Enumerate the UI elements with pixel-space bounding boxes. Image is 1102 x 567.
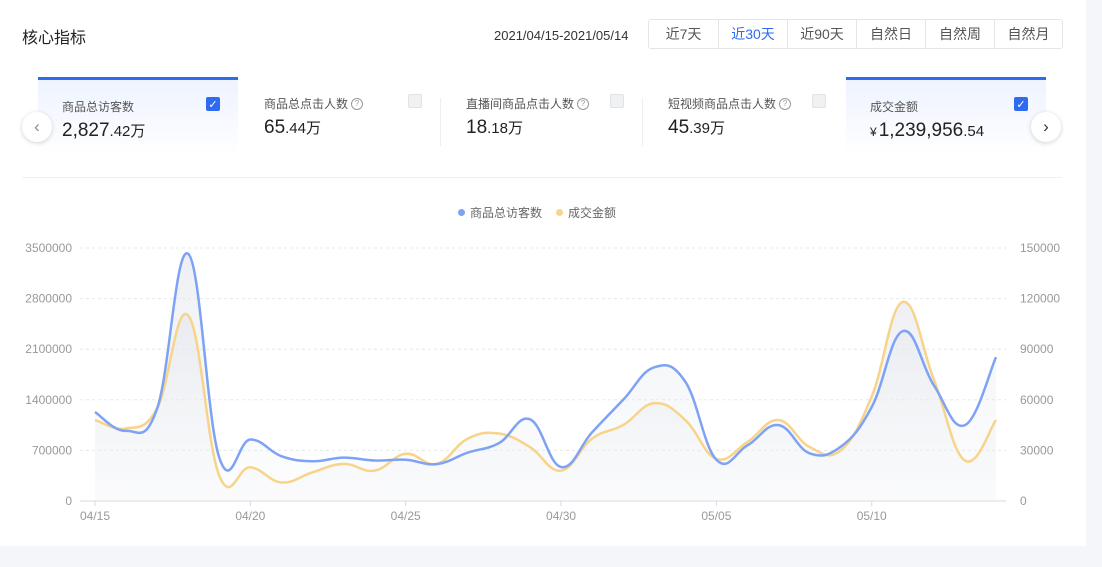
tab-last-7-days[interactable]: 近7天 (665, 26, 702, 42)
y-right-tick-label: 150000 (1020, 241, 1060, 255)
y-left-tick-label: 0 (65, 494, 72, 508)
tab-last-30-days[interactable]: 近30天 (718, 20, 787, 48)
y-left-tick-label: 700000 (32, 443, 72, 457)
metric-card-sales[interactable]: 成交金额 ¥1,239,956.54 ✓ (846, 77, 1046, 157)
legend-item-visitors[interactable]: 商品总访客数 (458, 204, 542, 221)
y-left-tick-label: 3500000 (25, 241, 72, 255)
metric-label: 商品总点击人数 (264, 97, 349, 111)
date-range-label: 2021/04/15-2021/05/14 (494, 28, 629, 43)
metric-value: ¥1,239,956.54 (870, 120, 985, 141)
series-line-sales (94, 300, 998, 489)
tab-natural-month[interactable]: 自然月 (994, 20, 1062, 48)
period-tabs: 近7天 近30天 近90天 自然日 自然周 自然月 (648, 19, 1063, 49)
metric-card-clicks[interactable]: 商品总点击人数? 65.44万 (240, 77, 440, 157)
chevron-right-icon[interactable]: › (1031, 112, 1061, 142)
y-right-tick-label: 90000 (1020, 342, 1054, 356)
divider (440, 98, 441, 146)
question-circle-icon[interactable]: ? (779, 97, 792, 110)
metric-label: 商品总访客数 (62, 100, 135, 114)
legend-dot (458, 209, 465, 216)
y-right-tick-label: 0 (1020, 494, 1027, 508)
y-left-tick-label: 1400000 (25, 393, 72, 407)
tab-last-90-days[interactable]: 近90天 (787, 20, 856, 48)
x-tick-label: 04/15 (80, 509, 110, 523)
y-left-tick-label: 2100000 (25, 342, 72, 356)
y-right-tick-label: 30000 (1020, 443, 1054, 457)
chevron-left-icon[interactable]: ‹ (22, 112, 52, 142)
divider (642, 98, 643, 146)
x-tick-label: 04/20 (235, 509, 265, 523)
section-divider (22, 177, 1062, 178)
y-right-tick-label: 120000 (1020, 292, 1060, 306)
x-tick-label: 04/25 (391, 509, 421, 523)
metric-card-live-clicks[interactable]: 直播间商品点击人数? 18.18万 (442, 77, 642, 157)
check-icon[interactable]: ✓ (206, 97, 220, 111)
metric-label: 成交金额 (870, 100, 919, 114)
legend-item-sales[interactable]: 成交金额 (556, 204, 616, 221)
page-title: 核心指标 (22, 30, 87, 47)
y-left-tick-label: 2800000 (25, 292, 72, 306)
check-icon[interactable]: ✓ (1014, 97, 1028, 111)
y-right-tick-label: 60000 (1020, 393, 1054, 407)
chart-legend: 商品总访客数 成交金额 (458, 204, 616, 221)
checkbox-unchecked[interactable] (610, 94, 624, 108)
series-line-visitors (94, 252, 998, 472)
question-circle-icon[interactable]: ? (351, 97, 364, 110)
metric-label: 直播间商品点击人数 (466, 97, 575, 111)
checkbox-unchecked[interactable] (408, 94, 422, 108)
legend-dot (556, 209, 564, 216)
metric-value: 45.39万 (668, 117, 725, 138)
metric-card-visitors[interactable]: 商品总访客数 2,827.42万 ✓ (38, 77, 238, 157)
x-tick-label: 05/10 (857, 509, 887, 523)
metric-label: 短视频商品点击人数 (668, 97, 777, 111)
question-circle-icon[interactable]: ? (577, 97, 590, 110)
checkbox-unchecked[interactable] (812, 94, 826, 108)
metric-value: 2,827.42万 (62, 120, 146, 141)
metric-value: 18.18万 (466, 117, 523, 138)
series-area-sales (95, 301, 996, 501)
x-tick-label: 04/30 (546, 509, 576, 523)
x-tick-label: 05/05 (701, 509, 731, 523)
tab-natural-day[interactable]: 自然日 (856, 20, 925, 48)
metric-value: 65.44万 (264, 117, 321, 138)
tab-natural-week[interactable]: 自然周 (925, 20, 994, 48)
metric-card-video-clicks[interactable]: 短视频商品点击人数? 45.39万 (644, 77, 844, 157)
